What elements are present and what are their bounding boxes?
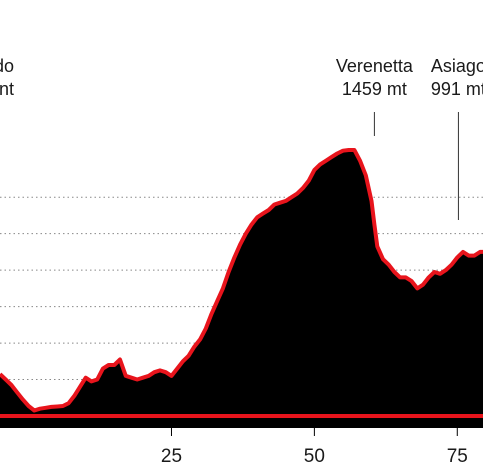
annotation-name-1: Asiago [431,56,483,76]
x-tick-label-75: 75 [447,446,468,463]
annotation-name-0: Verenetta [336,56,414,76]
peak-annotations: Verenetta 1459 mt Asiago 991 mt ...do ...nt [0,56,483,220]
annotation-name-2: ...do [0,56,14,76]
x-tick-label-25: 25 [161,446,182,463]
annotation-elevation-1: 991 mt [431,79,483,99]
x-axis-ticks: 25 50 75 [161,428,468,463]
elevation-outline [0,148,483,413]
x-tick-label-50: 50 [304,446,325,463]
annotation-elevation-0: 1459 mt [342,79,407,99]
annotation-elevation-2: ...nt [0,79,14,99]
x-axis-bar [0,418,483,428]
elevation-area [0,150,483,416]
